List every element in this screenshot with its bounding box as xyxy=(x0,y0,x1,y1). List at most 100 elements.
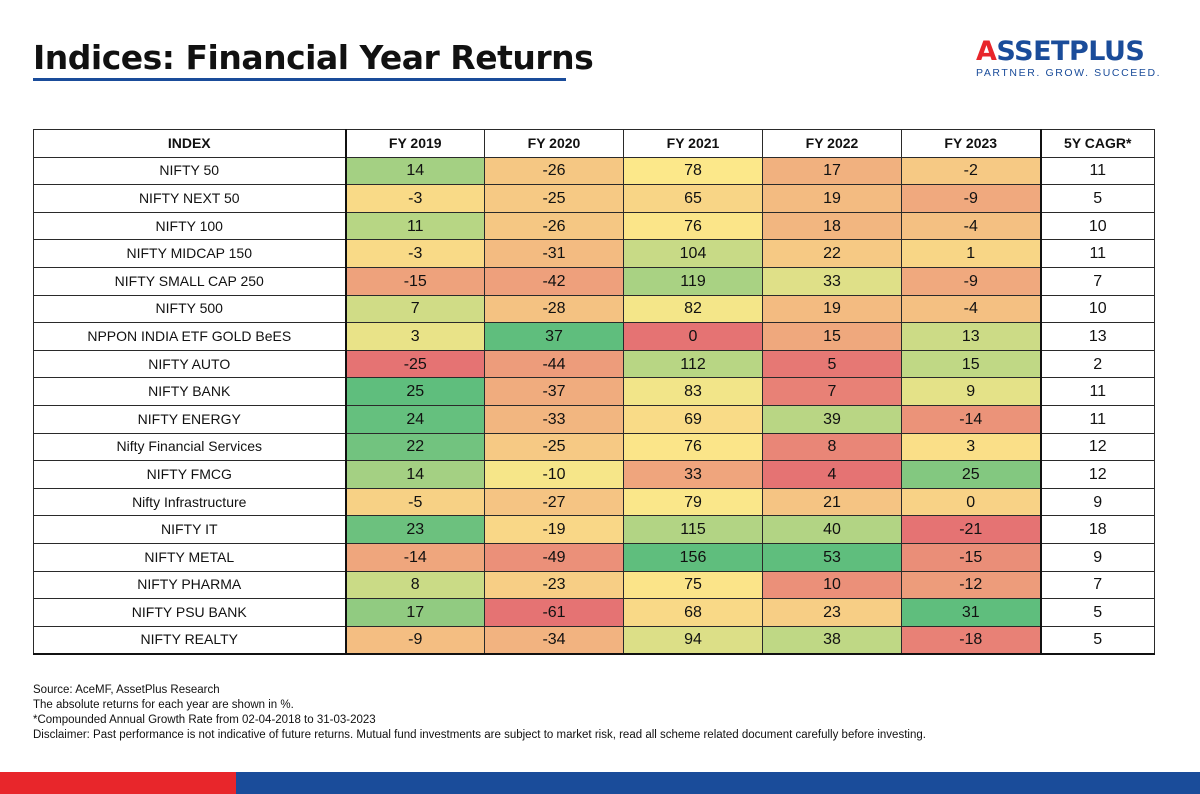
return-cell: 25 xyxy=(345,377,485,406)
cagr-cell: 5 xyxy=(1040,625,1155,656)
return-cell: 115 xyxy=(623,515,763,544)
return-cell: -42 xyxy=(484,266,624,296)
return-cell: -21 xyxy=(901,515,1042,544)
return-cell: 9 xyxy=(901,377,1042,406)
header-fy2021: FY 2021 xyxy=(623,129,763,158)
return-cell: 40 xyxy=(762,515,902,544)
table-row: NIFTY PHARMA 8 -23 75 10 -12 7 xyxy=(33,570,1155,600)
footnotes: Source: AceMF, AssetPlus Research The ab… xyxy=(33,683,926,743)
return-cell: 39 xyxy=(762,404,902,434)
table-row: NIFTY 100 11 -26 76 18 -4 10 xyxy=(33,211,1155,241)
return-cell: 21 xyxy=(762,487,902,517)
return-cell: 5 xyxy=(762,349,902,379)
return-cell: 11 xyxy=(345,211,485,241)
return-cell: -28 xyxy=(484,294,624,324)
return-cell: 13 xyxy=(901,322,1042,351)
return-cell: -37 xyxy=(484,377,624,406)
index-name-cell: NIFTY REALTY xyxy=(33,625,347,656)
return-cell: -25 xyxy=(484,184,624,213)
return-cell: -15 xyxy=(901,542,1042,572)
note-cagr: *Compounded Annual Growth Rate from 02-0… xyxy=(33,714,376,726)
cagr-cell: 7 xyxy=(1040,266,1155,296)
index-name-cell: NIFTY METAL xyxy=(33,542,347,572)
return-cell: -25 xyxy=(484,432,624,462)
header-fy2019: FY 2019 xyxy=(345,129,485,158)
return-cell: 38 xyxy=(762,625,902,656)
return-cell: -4 xyxy=(901,294,1042,324)
return-cell: -34 xyxy=(484,625,624,656)
return-cell: 0 xyxy=(901,487,1042,517)
table-row: NIFTY METAL -14 -49 156 53 -15 9 xyxy=(33,542,1155,572)
cagr-cell: 10 xyxy=(1040,211,1155,241)
cagr-cell: 5 xyxy=(1040,184,1155,213)
return-cell: 53 xyxy=(762,542,902,572)
note-disclaimer: Disclaimer: Past performance is not indi… xyxy=(33,729,926,741)
index-name-cell: NIFTY PSU BANK xyxy=(33,598,347,627)
cagr-cell: 5 xyxy=(1040,598,1155,627)
return-cell: -15 xyxy=(345,266,485,296)
cagr-cell: 9 xyxy=(1040,542,1155,572)
return-cell: -25 xyxy=(345,349,485,379)
return-cell: -2 xyxy=(901,156,1042,186)
table-row: Nifty Infrastructure -5 -27 79 21 0 9 xyxy=(33,487,1155,517)
table-row: NIFTY REALTY -9 -34 94 38 -18 5 xyxy=(33,625,1155,656)
note-units: The absolute returns for each year are s… xyxy=(33,699,294,711)
return-cell: 79 xyxy=(623,487,763,517)
table-row: NIFTY BANK 25 -37 83 7 9 11 xyxy=(33,377,1155,406)
index-name-cell: NIFTY BANK xyxy=(33,377,347,406)
note-source: Source: AceMF, AssetPlus Research xyxy=(33,684,220,696)
table-row: Nifty Financial Services 22 -25 76 8 3 12 xyxy=(33,432,1155,462)
table-row: NIFTY IT 23 -19 115 40 -21 18 xyxy=(33,515,1155,544)
table-row: NIFTY PSU BANK 17 -61 68 23 31 5 xyxy=(33,598,1155,627)
returns-table: INDEX FY 2019 FY 2020 FY 2021 FY 2022 FY… xyxy=(33,129,1155,656)
cagr-cell: 18 xyxy=(1040,515,1155,544)
return-cell: -5 xyxy=(345,487,485,517)
return-cell: 76 xyxy=(623,432,763,462)
return-cell: 82 xyxy=(623,294,763,324)
return-cell: -10 xyxy=(484,460,624,489)
table-row: NIFTY 50 14 -26 78 17 -2 11 xyxy=(33,156,1155,186)
logo-name-rest: SSETPLUS xyxy=(996,36,1145,67)
return-cell: 31 xyxy=(901,598,1042,627)
logo-tagline: PARTNER. GROW. SUCCEED. xyxy=(976,67,1162,79)
return-cell: 18 xyxy=(762,211,902,241)
return-cell: -4 xyxy=(901,211,1042,241)
return-cell: -9 xyxy=(345,625,485,656)
index-name-cell: NIFTY NEXT 50 xyxy=(33,184,347,213)
return-cell: 22 xyxy=(345,432,485,462)
cagr-cell: 11 xyxy=(1040,377,1155,406)
return-cell: -14 xyxy=(901,404,1042,434)
header-index: INDEX xyxy=(33,129,347,158)
return-cell: 75 xyxy=(623,570,763,600)
return-cell: 19 xyxy=(762,294,902,324)
return-cell: 19 xyxy=(762,184,902,213)
return-cell: 8 xyxy=(345,570,485,600)
return-cell: -44 xyxy=(484,349,624,379)
header-fy2020: FY 2020 xyxy=(484,129,624,158)
return-cell: 10 xyxy=(762,570,902,600)
return-cell: -26 xyxy=(484,211,624,241)
index-name-cell: NIFTY 100 xyxy=(33,211,347,241)
return-cell: -49 xyxy=(484,542,624,572)
cagr-cell: 12 xyxy=(1040,432,1155,462)
header-row: INDEX FY 2019 FY 2020 FY 2021 FY 2022 FY… xyxy=(33,129,1155,158)
table-row: NIFTY AUTO -25 -44 112 5 15 2 xyxy=(33,349,1155,379)
return-cell: 7 xyxy=(345,294,485,324)
cagr-cell: 7 xyxy=(1040,570,1155,600)
return-cell: 23 xyxy=(345,515,485,544)
return-cell: 83 xyxy=(623,377,763,406)
return-cell: 24 xyxy=(345,404,485,434)
index-name-cell: NIFTY PHARMA xyxy=(33,570,347,600)
return-cell: 68 xyxy=(623,598,763,627)
return-cell: -61 xyxy=(484,598,624,627)
index-name-cell: Nifty Infrastructure xyxy=(33,487,347,517)
cagr-cell: 11 xyxy=(1040,404,1155,434)
return-cell: -19 xyxy=(484,515,624,544)
footer-bar-blue xyxy=(236,772,1200,794)
return-cell: -23 xyxy=(484,570,624,600)
cagr-cell: 10 xyxy=(1040,294,1155,324)
return-cell: -14 xyxy=(345,542,485,572)
return-cell: 15 xyxy=(901,349,1042,379)
return-cell: -33 xyxy=(484,404,624,434)
return-cell: 15 xyxy=(762,322,902,351)
